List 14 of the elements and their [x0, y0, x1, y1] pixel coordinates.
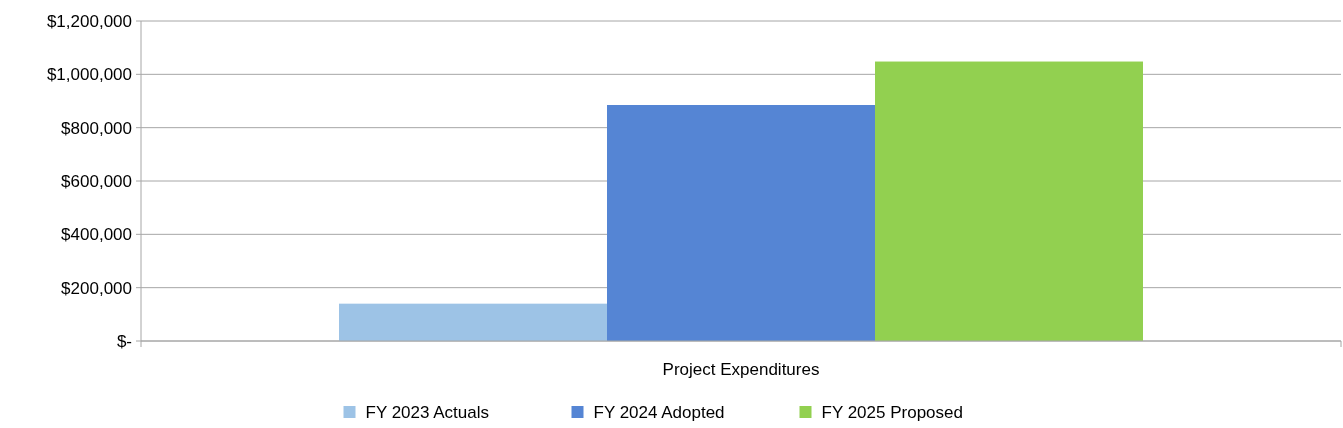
legend-label: FY 2025 Proposed: [821, 402, 963, 422]
y-tick-label: $800,000: [61, 118, 132, 138]
y-tick-label: $-: [116, 331, 132, 351]
y-tick-label: $600,000: [61, 171, 132, 191]
bar: [875, 61, 1143, 341]
bar: [339, 303, 607, 341]
y-tick-label: $200,000: [61, 278, 132, 298]
x-tick-label: Project Expenditures: [662, 360, 820, 379]
y-tick-label: $1,200,000: [46, 11, 132, 31]
y-tick-label: $1,000,000: [46, 65, 132, 85]
bar: [607, 105, 875, 341]
legend-label: FY 2024 Adopted: [593, 402, 725, 422]
y-tick-label: $400,000: [61, 225, 132, 245]
legend-label: FY 2023 Actuals: [365, 402, 489, 422]
